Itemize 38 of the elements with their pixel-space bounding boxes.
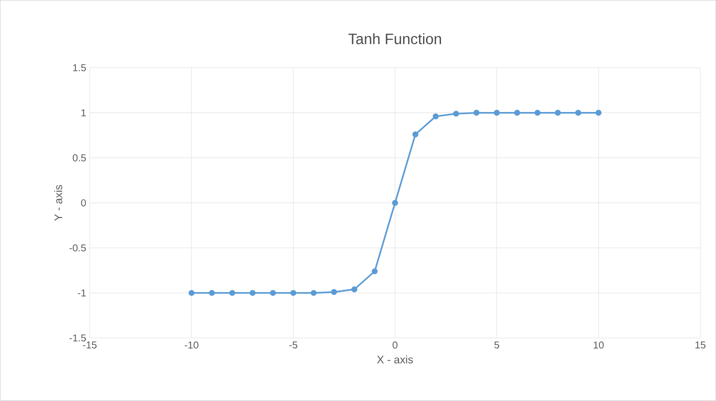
y-tick-label: -0.5	[70, 244, 86, 252]
point	[372, 268, 378, 274]
point	[208, 290, 215, 296]
x-tick-label: 10	[594, 342, 604, 349]
x-tick-label: 0	[392, 342, 398, 349]
point	[290, 290, 296, 296]
point	[554, 110, 561, 116]
point	[473, 110, 480, 116]
y-tick-label: 0	[81, 199, 86, 207]
point	[412, 132, 418, 138]
point	[330, 289, 337, 296]
x-tick-label: -10	[184, 342, 198, 349]
y-tick-label: 1.5	[73, 64, 86, 72]
point	[250, 290, 256, 296]
point	[453, 110, 460, 117]
y-tick-label: 0.5	[72, 154, 86, 162]
x-tick-label: 5	[494, 342, 500, 349]
point	[188, 290, 195, 296]
point	[351, 286, 358, 292]
point	[432, 114, 439, 120]
y-tick-label: -1	[78, 290, 86, 296]
point	[575, 110, 582, 116]
point	[310, 290, 317, 296]
point	[392, 200, 398, 206]
x-axis-title: X - axis	[377, 356, 413, 364]
y-tick-label: 1	[81, 109, 86, 116]
y-axis-title: Y - axis	[54, 185, 62, 222]
point	[229, 290, 236, 296]
point	[596, 110, 602, 116]
point	[534, 110, 540, 116]
point	[514, 110, 520, 116]
point	[494, 110, 500, 116]
chart-title: Tanh Function	[348, 33, 442, 44]
y-tick-label: -1.5	[70, 334, 86, 342]
x-tick-label: -5	[289, 342, 298, 349]
x-tick-label: 15	[696, 342, 706, 349]
x-tick-label: -15	[83, 342, 97, 349]
point	[270, 290, 276, 296]
